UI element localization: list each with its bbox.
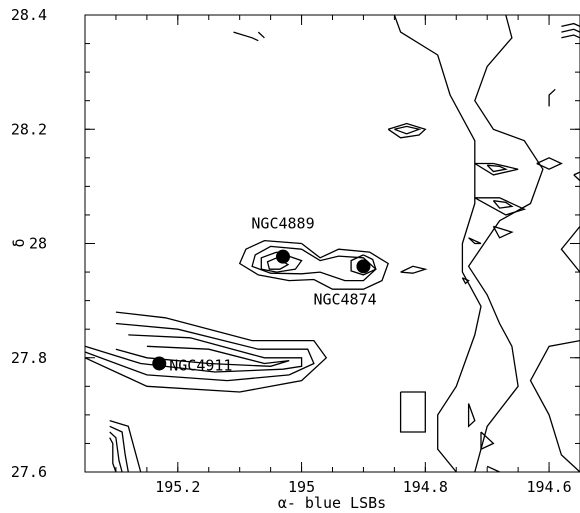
contour-line-30	[486, 164, 508, 173]
plot-frame	[84, 14, 580, 473]
contour-line-9	[109, 419, 142, 473]
contour-line-1	[251, 245, 377, 282]
galaxy-label-ngc4911: NGC4911	[169, 356, 232, 374]
contour-line-2	[260, 251, 303, 273]
contour-line-18	[257, 31, 265, 39]
contour-line-14	[394, 125, 422, 135]
x-tick-label: 194.6	[526, 478, 571, 496]
contour-line-38	[486, 465, 500, 473]
contour-line-35	[461, 277, 470, 285]
y-tick-label: 28	[29, 235, 47, 253]
contour-line-3	[266, 257, 290, 270]
galaxy-marker-ngc4874	[356, 259, 371, 274]
galaxy-markers: NGC4889 NGC4874 NGC4911	[152, 215, 377, 374]
contour-line-0	[238, 239, 389, 290]
contour-line-27	[561, 34, 580, 39]
contour-line-22	[529, 339, 580, 473]
contour-line-31	[474, 197, 527, 216]
y-axis-label: δ	[10, 238, 28, 247]
y-tick-label: 28.2	[11, 120, 47, 138]
x-axis-label: α- blue LSBs	[278, 494, 386, 512]
contour-line-4	[350, 254, 377, 276]
galaxy-label-ngc4874: NGC4874	[313, 290, 376, 308]
contour-line-10	[109, 425, 129, 473]
y-tick-label: 27.6	[11, 463, 47, 481]
contour-line-16	[399, 391, 426, 433]
contour-line-21	[560, 225, 580, 273]
contour-line-34	[468, 237, 482, 245]
contour-line-26	[561, 28, 580, 33]
galaxy-marker-ngc4889	[276, 249, 290, 264]
contour-line-29	[474, 162, 519, 176]
contour-line-12	[109, 437, 117, 473]
contour-line-23	[536, 157, 563, 170]
contour-line-25	[561, 22, 580, 28]
contour-line-11	[109, 431, 123, 473]
contour-line-13	[387, 122, 427, 139]
contour-line-5	[84, 311, 328, 393]
galaxy-marker-ngc4911	[152, 356, 167, 371]
contour-line-28	[548, 88, 556, 107]
axis-ticks: 195.2 195 194.8 194.6 27.6 27.8 28 28.2 28.4	[11, 6, 580, 496]
contour-layer	[84, 14, 580, 473]
x-tick-label: 194.8	[403, 478, 448, 496]
x-tick-label: 195.2	[155, 478, 200, 496]
contour-line-15	[400, 265, 428, 274]
contour-line-17	[233, 31, 259, 42]
contour-line-37	[480, 431, 495, 451]
galaxy-label-ngc4889: NGC4889	[251, 215, 314, 233]
contour-line-24	[573, 171, 580, 182]
y-tick-label: 28.4	[11, 6, 47, 24]
x-tick-label: 195	[288, 478, 315, 496]
contour-line-32	[492, 200, 514, 209]
contour-line-36	[467, 403, 476, 428]
contour-line-19	[393, 14, 482, 473]
y-tick-label: 27.8	[11, 349, 47, 367]
contour-line-33	[492, 225, 514, 239]
contour-line-6	[84, 322, 315, 382]
